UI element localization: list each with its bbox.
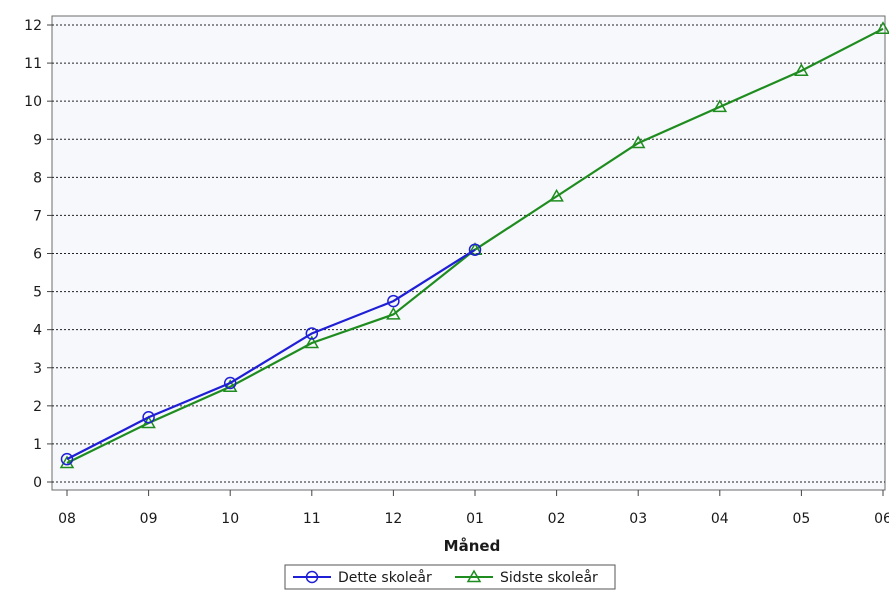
y-tick-label: 7 <box>33 208 42 224</box>
x-tick-label: 01 <box>466 511 484 527</box>
y-tick-label: 3 <box>33 361 42 377</box>
data-point <box>304 335 320 349</box>
x-tick-label: 04 <box>711 511 729 527</box>
data-point <box>630 135 646 149</box>
data-point <box>222 379 238 393</box>
x-tick-label: 11 <box>303 511 321 527</box>
legend-label: Dette skoleår <box>338 569 432 586</box>
data-point <box>712 99 728 113</box>
data-point <box>794 63 809 76</box>
legend-label: Sidste skoleår <box>500 569 598 586</box>
series-layer <box>59 21 889 469</box>
data-point <box>549 188 564 202</box>
y-tick-label: 8 <box>33 170 42 186</box>
y-tick-label: 12 <box>24 18 42 34</box>
x-tick-label: 12 <box>384 511 402 527</box>
series-dette-skoleaar <box>60 243 482 466</box>
x-tick-label: 05 <box>792 511 810 527</box>
data-point <box>467 242 483 255</box>
data-point <box>387 294 400 308</box>
y-tick-label: 2 <box>33 399 42 415</box>
y-tick-label: 10 <box>24 94 42 110</box>
x-tick-label: 09 <box>140 511 158 527</box>
x-tick-label: 02 <box>548 511 566 527</box>
x-tick-label: 10 <box>221 511 239 527</box>
data-point <box>386 306 401 320</box>
x-axis: 08 09 10 11 12 01 02 03 04 05 06 <box>58 490 889 527</box>
data-point <box>59 455 75 469</box>
y-tick-label: 6 <box>33 247 42 263</box>
x-tick-label: 03 <box>629 511 647 527</box>
y-tick-label: 1 <box>33 437 42 453</box>
data-point <box>305 327 319 340</box>
data-point <box>468 243 482 256</box>
x-tick-label: 08 <box>58 511 76 527</box>
data-point <box>875 21 889 35</box>
data-point <box>142 411 155 424</box>
legend-item: Dette skoleår <box>293 569 432 586</box>
data-point <box>223 376 237 390</box>
legend-marker <box>305 570 319 584</box>
y-tick-label: 11 <box>24 56 42 72</box>
legend-item: Sidste skoleår <box>455 569 598 586</box>
data-point <box>60 452 74 466</box>
y-tick-label: 4 <box>33 323 42 339</box>
y-tick-label: 0 <box>33 475 42 491</box>
y-tick-label: 5 <box>33 285 42 301</box>
legend-marker <box>466 569 482 583</box>
x-tick-label: 06 <box>874 511 889 527</box>
series-line <box>66 248 476 461</box>
legend-box <box>284 564 616 590</box>
x-axis-label: Måned <box>444 537 501 555</box>
legend: Dette skoleår Sidste skoleår <box>284 564 616 590</box>
y-tick-label: 9 <box>33 132 42 148</box>
